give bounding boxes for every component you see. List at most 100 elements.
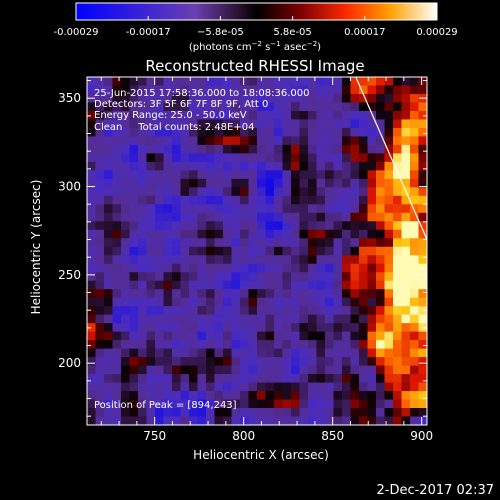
heatmap-cell bbox=[240, 416, 249, 425]
heatmap-cell bbox=[206, 357, 215, 366]
heatmap-cell bbox=[206, 144, 215, 154]
heatmap-cell bbox=[240, 246, 249, 256]
heatmap-cell bbox=[274, 221, 283, 231]
heatmap-cell bbox=[146, 246, 156, 256]
heatmap-cell bbox=[367, 85, 377, 95]
heatmap-cell bbox=[138, 416, 147, 425]
heatmap-cell bbox=[112, 161, 122, 171]
heatmap-cell bbox=[325, 212, 334, 222]
heatmap-cell bbox=[367, 323, 377, 333]
heatmap-cell bbox=[282, 212, 292, 222]
heatmap-cell bbox=[350, 323, 360, 333]
heatmap-cell bbox=[316, 77, 326, 86]
heatmap-cell bbox=[87, 238, 96, 248]
heatmap-cell bbox=[180, 136, 190, 146]
heatmap-cell bbox=[333, 382, 343, 392]
heatmap-cell bbox=[308, 391, 317, 400]
heatmap-cell bbox=[146, 102, 156, 112]
heatmap-cell bbox=[359, 170, 368, 180]
heatmap-cell bbox=[240, 408, 249, 417]
heatmap-cell bbox=[265, 212, 275, 222]
heatmap-cell bbox=[342, 119, 351, 129]
heatmap-cell bbox=[121, 263, 130, 273]
heatmap-cell bbox=[257, 289, 266, 299]
heatmap-cell bbox=[206, 195, 215, 205]
heatmap-cell bbox=[401, 195, 411, 205]
heatmap-cell bbox=[401, 306, 411, 316]
heatmap-cell bbox=[172, 153, 181, 163]
heatmap-cell bbox=[146, 136, 156, 146]
heatmap-cell bbox=[129, 85, 139, 95]
heatmap-cell bbox=[367, 255, 377, 265]
heatmap-cell bbox=[325, 374, 334, 383]
heatmap-cell bbox=[316, 331, 326, 341]
heatmap-cell bbox=[265, 331, 275, 341]
heatmap-cell bbox=[95, 314, 105, 324]
heatmap-cell bbox=[367, 374, 377, 383]
heatmap-cell bbox=[367, 408, 377, 417]
heatmap-cell bbox=[206, 340, 215, 350]
heatmap-cell bbox=[410, 195, 419, 205]
heatmap-cell bbox=[112, 255, 122, 265]
heatmap-cell bbox=[401, 178, 411, 188]
heatmap-cell bbox=[223, 110, 232, 120]
heatmap-cell bbox=[359, 102, 368, 112]
heatmap-cell bbox=[138, 340, 147, 350]
heatmap-cell bbox=[95, 272, 105, 282]
heatmap-cell bbox=[325, 416, 334, 425]
heatmap-cell bbox=[87, 255, 96, 265]
heatmap-cell bbox=[265, 382, 275, 392]
heatmap-cell bbox=[291, 272, 300, 282]
heatmap-cell bbox=[163, 153, 173, 163]
heatmap-cell bbox=[189, 187, 198, 197]
heatmap-cell bbox=[138, 212, 147, 222]
heatmap-cell bbox=[189, 127, 198, 137]
heatmap-cell bbox=[206, 289, 215, 299]
heatmap-cell bbox=[240, 340, 249, 350]
heatmap-cell bbox=[350, 357, 360, 366]
heatmap-cell bbox=[299, 119, 309, 129]
heatmap-cell bbox=[104, 365, 113, 375]
heatmap-cell bbox=[325, 289, 334, 299]
heatmap-cell bbox=[401, 144, 411, 154]
heatmap-cell bbox=[206, 204, 215, 214]
heatmap-cell bbox=[265, 280, 275, 290]
heatmap-cell bbox=[104, 323, 113, 333]
heatmap-cell bbox=[146, 391, 156, 400]
heatmap-cell bbox=[129, 119, 139, 129]
heatmap-cell bbox=[87, 272, 96, 282]
heatmap-cell bbox=[316, 323, 326, 333]
heatmap-cell bbox=[299, 306, 309, 316]
heatmap-cell bbox=[240, 229, 249, 239]
heatmap-cell bbox=[138, 229, 147, 239]
heatmap-cell bbox=[95, 170, 105, 180]
heatmap-cell bbox=[265, 314, 275, 324]
heatmap-cell bbox=[87, 340, 96, 350]
heatmap-cell bbox=[129, 144, 139, 154]
heatmap-cell bbox=[87, 136, 96, 146]
heatmap-cell bbox=[189, 374, 198, 383]
heatmap-cell bbox=[418, 340, 427, 350]
heatmap-cell bbox=[299, 187, 309, 197]
heatmap-cell bbox=[206, 127, 215, 137]
heatmap-cell bbox=[240, 93, 249, 103]
heatmap-cell bbox=[248, 408, 258, 417]
heatmap-cell bbox=[401, 229, 411, 239]
heatmap-cell bbox=[87, 212, 96, 222]
heatmap-cell bbox=[333, 178, 343, 188]
heatmap-cell bbox=[410, 85, 419, 95]
heatmap-cell bbox=[333, 280, 343, 290]
heatmap-cell bbox=[172, 221, 181, 231]
heatmap-cell bbox=[274, 272, 283, 282]
heatmap-cell bbox=[350, 391, 360, 400]
heatmap-cell bbox=[155, 255, 164, 265]
heatmap-cell bbox=[325, 272, 334, 282]
heatmap-cell bbox=[257, 119, 266, 129]
heatmap-cell bbox=[197, 136, 207, 146]
heatmap-cell bbox=[410, 204, 419, 214]
heatmap-cell bbox=[350, 178, 360, 188]
heatmap-cell bbox=[197, 306, 207, 316]
heatmap-cell bbox=[359, 212, 368, 222]
heatmap-cell bbox=[189, 263, 198, 273]
heatmap-cell bbox=[257, 238, 266, 248]
